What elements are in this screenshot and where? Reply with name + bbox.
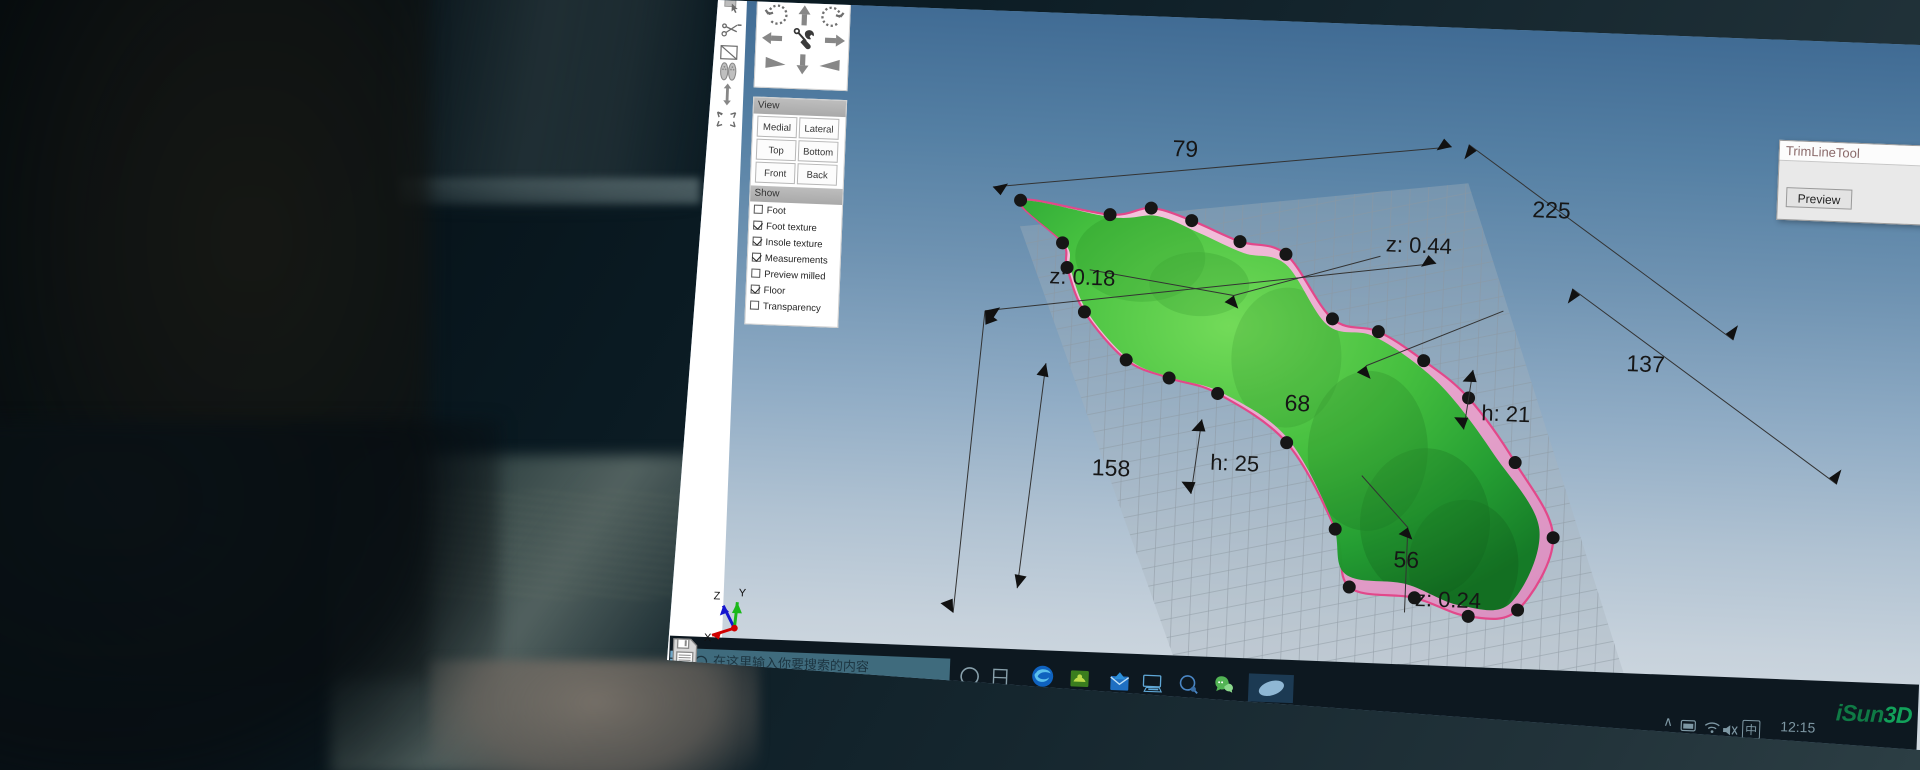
svg-text:56: 56	[1393, 546, 1420, 573]
svg-text:z: 0.44: z: 0.44	[1385, 231, 1452, 259]
svg-text:225: 225	[1532, 196, 1571, 223]
svg-text:68: 68	[1284, 390, 1311, 417]
svg-text:X: X	[704, 632, 712, 644]
svg-text:Z: Z	[713, 590, 720, 602]
svg-text:z: 0.18: z: 0.18	[1049, 263, 1116, 291]
svg-text:h: 25: h: 25	[1210, 450, 1260, 477]
svg-text:h: 21: h: 21	[1481, 400, 1531, 427]
svg-text:z: 0.24: z: 0.24	[1415, 586, 1482, 614]
svg-text:158: 158	[1091, 454, 1130, 481]
svg-text:Y: Y	[738, 587, 746, 599]
svg-text:137: 137	[1626, 350, 1665, 377]
svg-text:79: 79	[1172, 135, 1199, 162]
